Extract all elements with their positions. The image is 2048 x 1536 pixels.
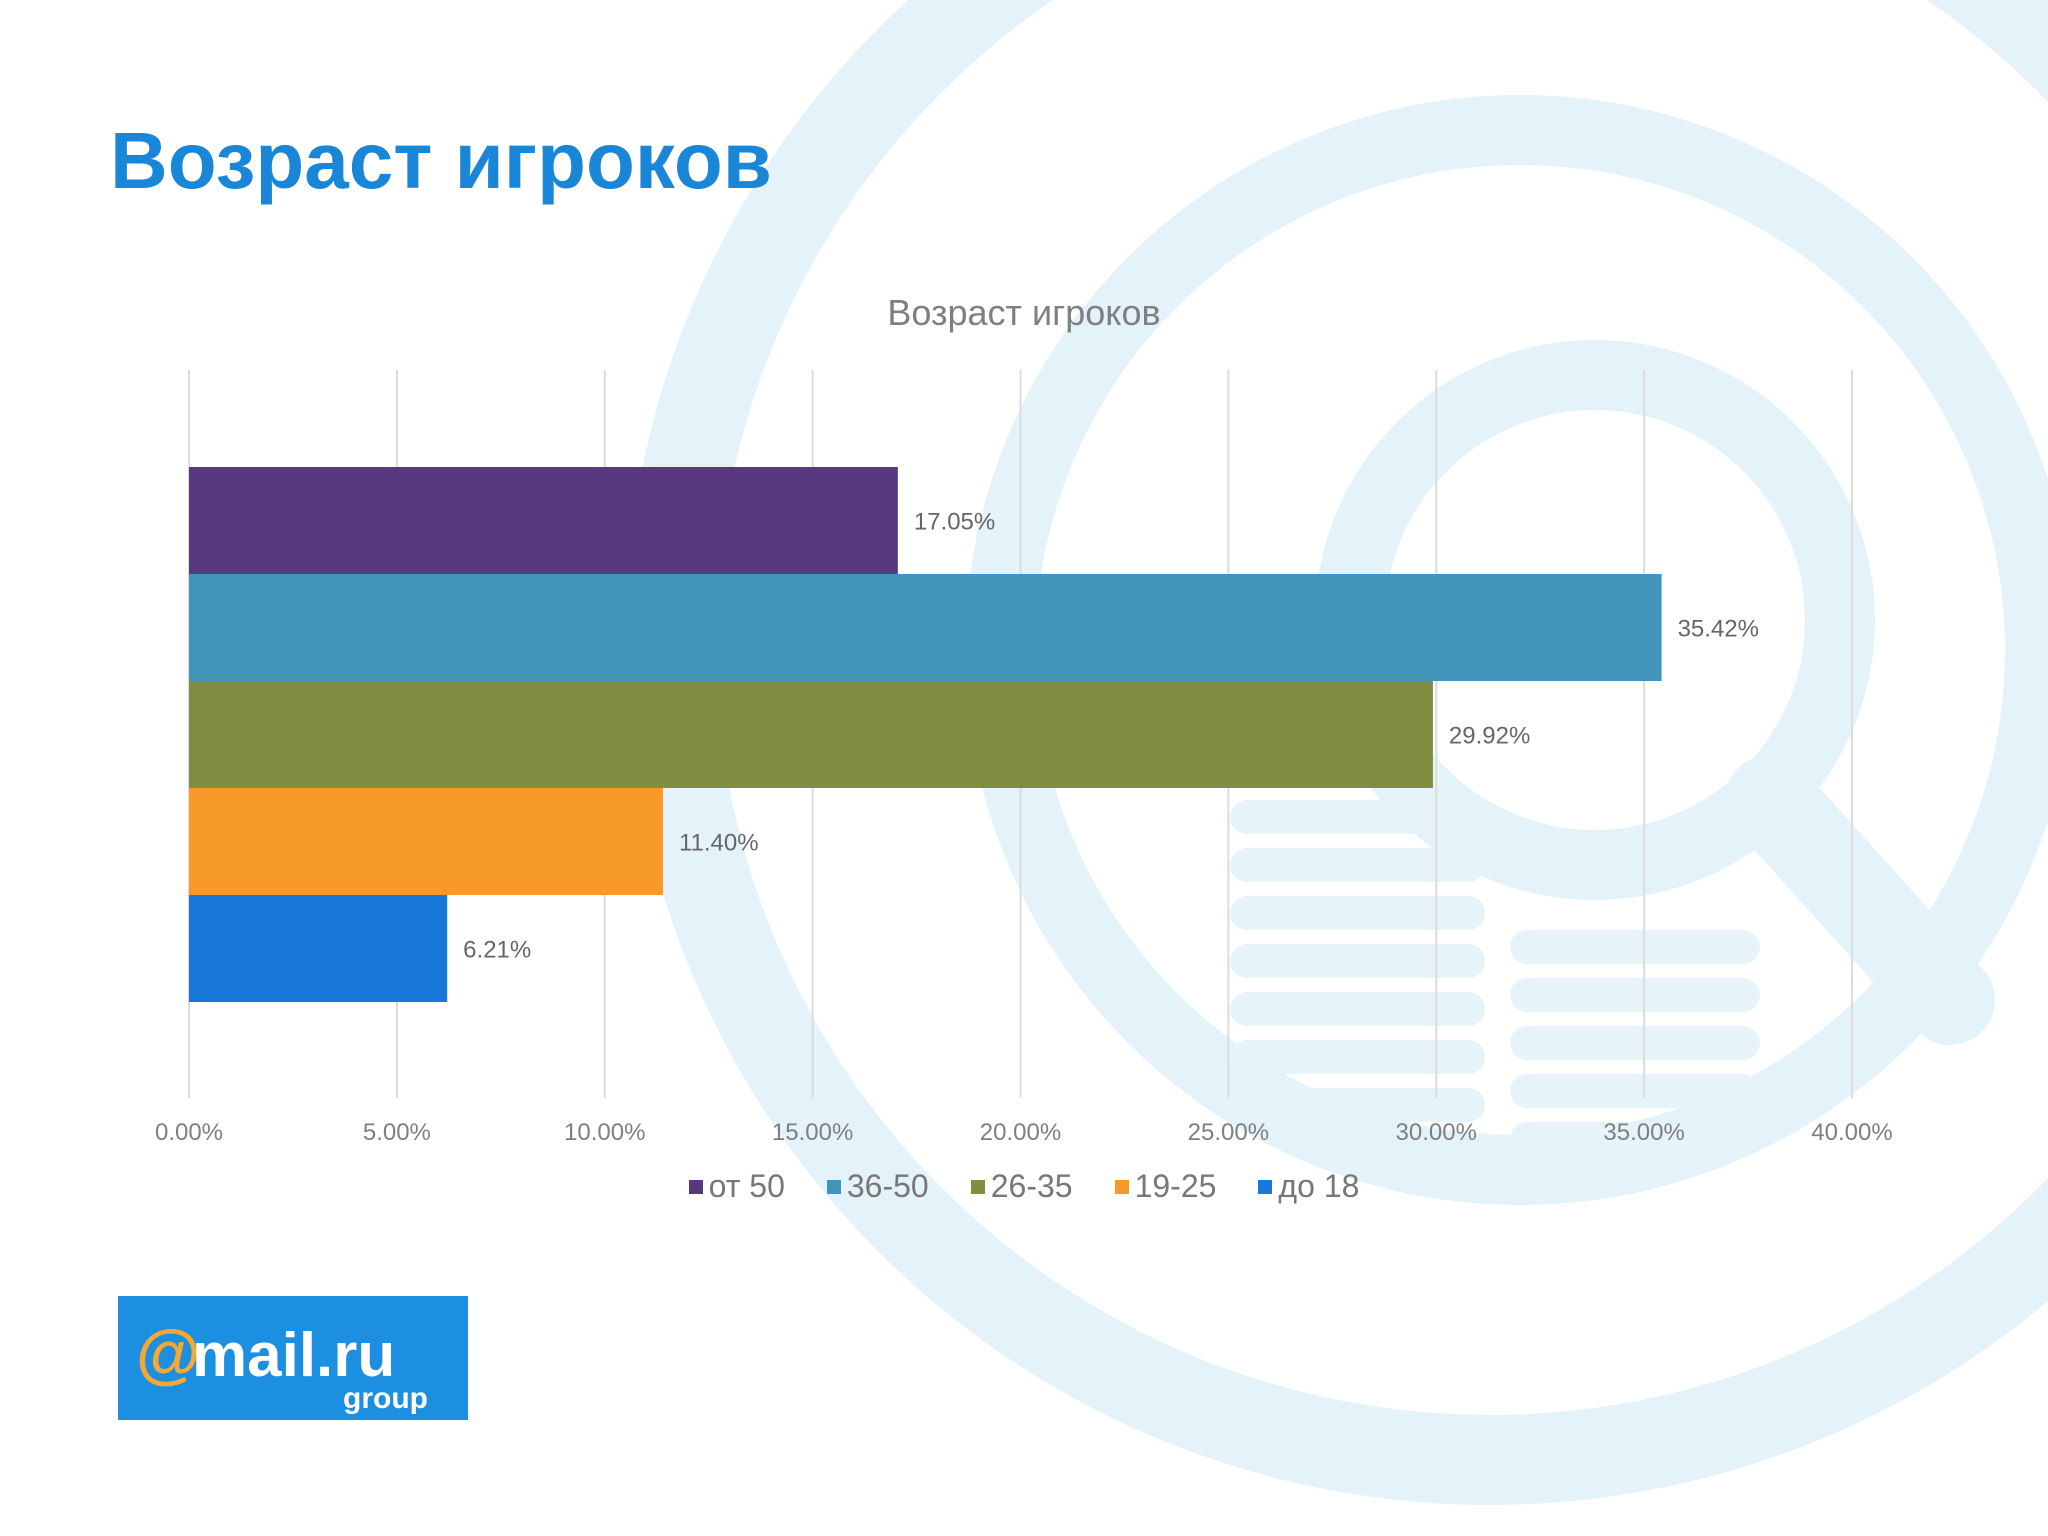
svg-text:@: @ [136,1316,200,1390]
data-label: 11.40% [679,830,759,857]
bar [189,895,448,1002]
bar [189,574,1662,681]
legend-item: 26-35 [943,1168,1073,1205]
x-tick-label: 30.00% [1396,1119,1477,1146]
x-tick-label: 35.00% [1603,1119,1684,1146]
legend-label: 26-35 [990,1168,1073,1204]
x-tick-label: 15.00% [772,1119,853,1146]
legend-swatch [826,1179,841,1194]
x-tick-label: 25.00% [1188,1119,1269,1146]
x-tick-label: 5.00% [363,1119,431,1146]
x-tick-label: 0.00% [155,1119,223,1146]
svg-text:mail.ru: mail.ru [192,1321,395,1390]
bar [189,681,1433,788]
chart-legend: от 50 36-50 26-35 19-25 до 18 [0,1168,2048,1205]
legend-label: до 18 [1278,1168,1360,1204]
x-tick-label: 20.00% [980,1119,1061,1146]
legend-label: 19-25 [1134,1168,1217,1204]
bar [189,788,663,895]
x-tick-label: 10.00% [564,1119,645,1146]
page-title: Возраст игроков [110,116,772,205]
data-label: 17.05% [914,509,995,536]
chart-title: Возраст игроков [887,292,1160,333]
data-label: 29.92% [1449,723,1530,750]
legend-swatch [1114,1179,1129,1194]
bar [189,467,898,574]
mailru-group-logo: @ mail.ru group [118,1296,468,1420]
legend-label: от 50 [708,1168,785,1204]
data-label: 6.21% [463,937,531,964]
legend-item: до 18 [1230,1168,1359,1205]
legend-swatch [1258,1179,1273,1194]
x-tick-label: 40.00% [1811,1119,1892,1146]
legend-item: 36-50 [799,1168,929,1205]
data-label: 35.42% [1678,616,1759,643]
svg-text:group: group [343,1382,428,1415]
legend-swatch [688,1179,703,1194]
legend-swatch [970,1179,985,1194]
legend-label: 36-50 [846,1168,929,1204]
legend-item: 19-25 [1087,1168,1217,1205]
legend-item: от 50 [688,1168,785,1205]
